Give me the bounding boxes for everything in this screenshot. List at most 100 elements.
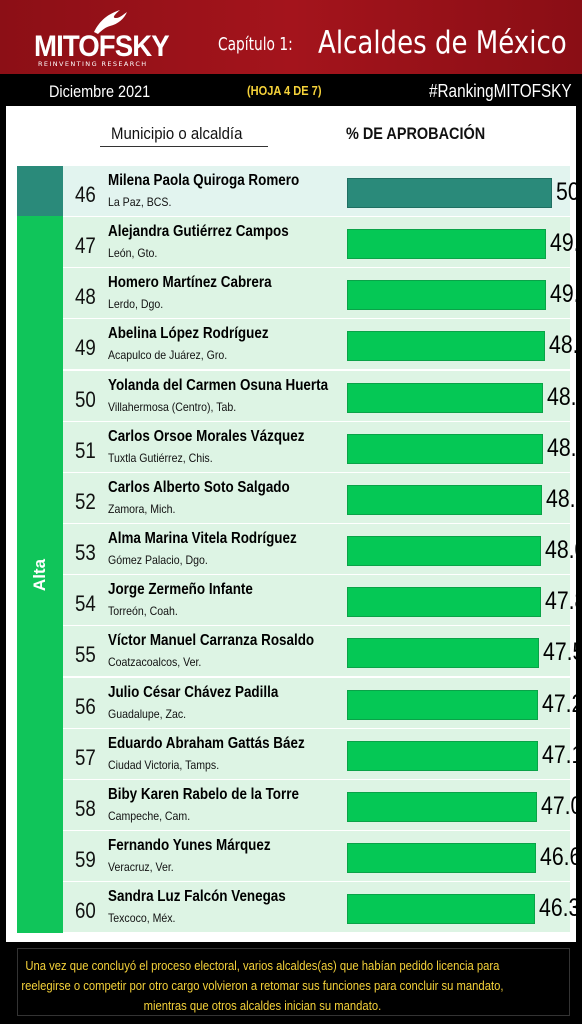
page-indicator: (HOJA 4 DE 7) [247, 83, 322, 98]
hashtag-label: #RankingMITOFSKY [429, 81, 572, 101]
municipality-name: Acapulco de Juárez, Gro. [108, 348, 228, 363]
approval-bar [347, 791, 538, 822]
mayor-name: Alma Marina Vitela Rodríguez [108, 530, 297, 548]
mayor-name: Eduardo Abraham Gattás Báez [108, 734, 305, 752]
approval-bar [347, 433, 544, 464]
mayor-name: Julio César Chávez Padilla [108, 683, 279, 701]
mitofsky-logo: MITOFSKY REINVENTING RESEARCH [34, 10, 170, 68]
municipality-name: La Paz, BCS. [108, 195, 172, 209]
mayor-name: Carlos Alberto Soto Salgado [108, 478, 290, 496]
approval-value: 47.5 [543, 638, 582, 667]
bird-logo-icon [94, 10, 127, 34]
rank-number: 56 [75, 693, 96, 719]
group-tab-top [17, 166, 63, 216]
table-row: 49 Abelina López Rodríguez Acapulco de Juá… [17, 319, 582, 370]
approval-value: 47.0 [541, 791, 582, 820]
rank-number: 57 [75, 744, 96, 770]
approval-bar [347, 280, 546, 311]
municipality-name: Villahermosa (Centro), Tab. [108, 399, 237, 414]
chapter-label: Capítulo 1: [218, 34, 293, 55]
rank-number: 58 [75, 795, 96, 821]
approval-bar [347, 178, 552, 208]
approval-value: 48.0 [545, 536, 582, 565]
approval-value: 46.6 [539, 842, 582, 871]
approval-value: 50.6 [556, 178, 582, 206]
table-row: 50 Yolanda del Carmen Osuna Huerta Villahe… [17, 370, 582, 421]
mayor-name: Carlos Orsoe Morales Vázquez [108, 427, 305, 445]
table-row: 46 Milena Paola Quiroga Romero La Paz, BCS… [17, 166, 582, 216]
approval-bar [347, 331, 546, 362]
table-row: 54 Jorge Zermeño Infante Torreón, Coah. 47.… [17, 575, 582, 626]
approval-bar [347, 536, 542, 567]
date-label: Diciembre 2021 [49, 82, 151, 101]
approval-bar [347, 689, 539, 720]
table-row: 51 Carlos Orsoe Morales Vázquez Tuxtla Gut… [17, 421, 582, 472]
column-header-underline [100, 146, 268, 147]
approval-value: 46.3 [538, 894, 580, 923]
municipality-name: León, Gto. [108, 246, 158, 261]
rank-number: 54 [75, 591, 96, 617]
rank-number: 49 [75, 335, 96, 361]
table-row: 53 Alma Marina Vitela Rodríguez Gómez Pala… [17, 524, 582, 575]
mayor-name: Víctor Manuel Carranza Rosaldo [108, 632, 315, 650]
approval-bar [347, 382, 544, 413]
mayor-name: Milena Paola Quiroga Romero [108, 172, 300, 189]
logo-text: MITOFSKY [34, 30, 170, 63]
approval-bar [347, 229, 546, 260]
table-row: 59 Fernando Yunes Márquez Veracruz, Ver. 46… [17, 830, 581, 881]
table-row: 55 Víctor Manuel Carranza Rosaldo Coatzaco… [17, 626, 582, 677]
approval-bar [347, 842, 536, 873]
rank-number: 60 [75, 898, 96, 924]
mayor-name: Fernando Yunes Márquez [108, 836, 271, 854]
footer-note-box [17, 948, 570, 1016]
table-row: 60 Sandra Luz Falcón Venegas Texcoco, Méx.… [17, 882, 580, 933]
group-tab-alta [17, 216, 63, 933]
municipality-name: Ciudad Victoria, Tamps. [108, 757, 220, 772]
approval-bar [347, 894, 535, 925]
footer-note: Una vez que concluyó el proceso electora… [21, 959, 504, 1013]
municipality-name: Tuxtla Gutiérrez, Chis. [108, 450, 213, 465]
municipality-name: Gómez Palacio, Dgo. [108, 553, 208, 568]
header-bar: MITOFSKY REINVENTING RESEARCH Capítulo 1… [0, 0, 582, 74]
municipality-name: Guadalupe, Zac. [108, 706, 187, 721]
rank-number: 46 [75, 182, 96, 207]
table-row: 57 Eduardo Abraham Gattás Báez Ciudad Vict… [17, 728, 582, 779]
table-row: 58 Biby Karen Rabelo de la Torre Campeche,… [17, 779, 582, 830]
rank-number: 51 [75, 437, 96, 463]
approval-value: 48.4 [547, 433, 582, 462]
approval-value: 48.2 [546, 484, 582, 513]
municipality-name: Veracruz, Ver. [108, 859, 174, 874]
mayor-name: Sandra Luz Falcón Venegas [108, 888, 286, 906]
approval-bar [347, 484, 543, 515]
table-row: 56 Julio César Chávez Padilla Guadalupe, Z… [17, 677, 582, 728]
mayor-name: Jorge Zermeño Infante [108, 581, 253, 599]
table-row: 48 Homero Martínez Cabrera Lerdo, Dgo. 49.0 [17, 268, 582, 319]
municipality-name: Coatzacoalcos, Ver. [108, 655, 202, 670]
municipality-name: Zamora, Mich. [108, 501, 176, 516]
column-header-approval: % DE APROBACIÓN [346, 124, 486, 143]
logo-tagline: REINVENTING RESEARCH [38, 60, 148, 68]
approval-value: 47.8 [544, 587, 582, 616]
mayor-name: Yolanda del Carmen Osuna Huerta [108, 376, 329, 394]
rank-number: 53 [75, 540, 96, 566]
approval-value: 49.0 [549, 280, 582, 309]
approval-bar [347, 638, 540, 669]
mayor-name: Biby Karen Rabelo de la Torre [108, 785, 299, 803]
table-row: 47 Alejandra Gutiérrez Campos León, Gto. 49… [17, 217, 582, 268]
mayor-name: Homero Martínez Cabrera [108, 274, 272, 292]
group-label-alta: Alta [30, 558, 49, 592]
rank-number: 59 [75, 846, 96, 872]
mayor-name: Alejandra Gutiérrez Campos [108, 223, 289, 241]
table-row: 52 Carlos Alberto Soto Salgado Zamora, Mic… [17, 472, 582, 523]
page-title: Alcaldes de México [318, 25, 567, 61]
approval-value: 47.1 [541, 740, 582, 769]
rank-number: 52 [75, 488, 96, 514]
column-header-municipality: Municipio o alcaldía [111, 124, 243, 143]
approval-bar [347, 740, 538, 771]
municipality-name: Campeche, Cam. [108, 808, 191, 823]
approval-bar [347, 587, 541, 618]
subheader-bar [0, 74, 582, 106]
municipality-name: Torreón, Coah. [108, 604, 178, 619]
approval-value: 48.5 [547, 382, 582, 411]
rank-number: 47 [75, 233, 96, 259]
